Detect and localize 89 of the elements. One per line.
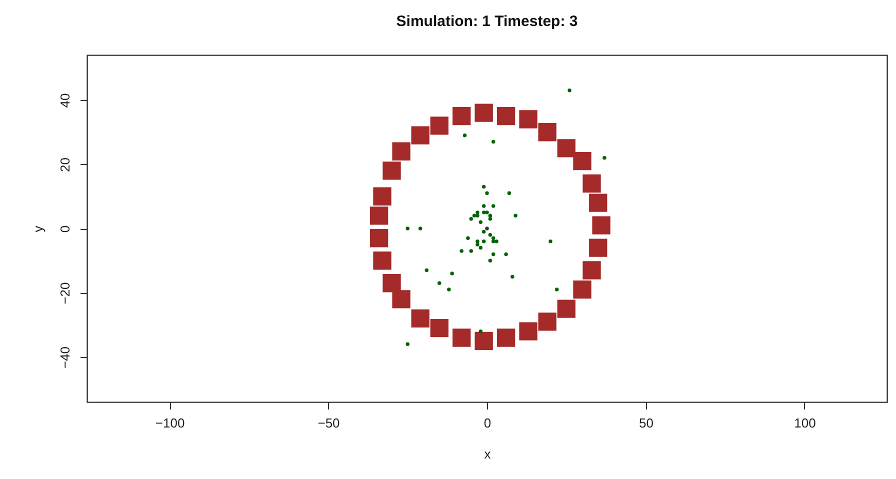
- point: [466, 236, 470, 240]
- point: [411, 309, 430, 328]
- point: [491, 252, 496, 256]
- point: [482, 184, 486, 189]
- point: [452, 328, 471, 347]
- point: [373, 187, 392, 206]
- point: [488, 258, 492, 262]
- point: [430, 116, 448, 135]
- point: [538, 123, 556, 142]
- point: [476, 239, 480, 244]
- y-tick-label: −40: [58, 346, 72, 369]
- point: [452, 106, 471, 126]
- point: [472, 214, 476, 218]
- point: [460, 249, 464, 253]
- point: [478, 329, 483, 334]
- point: [482, 230, 486, 234]
- point: [392, 142, 410, 160]
- point: [554, 288, 559, 292]
- point: [488, 233, 492, 237]
- point: [557, 300, 576, 318]
- point: [478, 246, 483, 250]
- point: [469, 216, 473, 221]
- x-tick-label: −100: [155, 416, 185, 430]
- x-axis-title: x: [484, 446, 492, 462]
- point: [582, 174, 601, 193]
- point: [392, 290, 410, 308]
- point: [476, 214, 480, 218]
- point: [474, 104, 493, 122]
- point: [582, 261, 601, 280]
- point: [496, 328, 516, 347]
- x-tick-label: −50: [318, 416, 340, 430]
- point: [491, 236, 496, 240]
- point: [482, 239, 486, 244]
- point: [485, 191, 489, 196]
- point: [476, 210, 480, 214]
- point: [482, 210, 486, 214]
- point: [469, 249, 473, 253]
- point: [510, 274, 514, 279]
- point: [573, 152, 592, 170]
- point: [373, 252, 392, 270]
- point: [496, 106, 516, 126]
- y-tick-label: 0: [58, 225, 72, 233]
- point: [382, 162, 401, 180]
- point: [482, 204, 486, 208]
- point: [538, 312, 556, 331]
- chart-title: Simulation: 1 Timestep: 3: [396, 13, 578, 30]
- point: [491, 239, 496, 244]
- point: [507, 191, 512, 196]
- point: [519, 110, 538, 128]
- y-axis-title: y: [30, 225, 46, 232]
- point: [491, 204, 496, 208]
- point: [370, 206, 388, 225]
- point: [370, 229, 388, 248]
- point: [474, 332, 493, 350]
- point: [476, 242, 480, 246]
- point: [514, 214, 518, 218]
- point: [573, 280, 592, 299]
- point: [568, 88, 572, 92]
- point: [548, 239, 552, 244]
- y-tick-label: 40: [58, 93, 72, 108]
- point: [430, 319, 448, 338]
- y-tick-label: 20: [58, 158, 72, 172]
- point: [494, 239, 498, 244]
- x-tick-label: 0: [484, 416, 492, 430]
- point: [406, 226, 410, 230]
- x-tick-label: 50: [638, 416, 654, 430]
- point: [382, 274, 401, 292]
- x-tick-label: 100: [794, 416, 816, 430]
- point: [485, 210, 489, 214]
- point: [557, 139, 576, 158]
- point: [488, 216, 492, 221]
- point: [447, 288, 451, 292]
- point: [438, 281, 442, 285]
- point: [491, 140, 496, 144]
- point: [424, 268, 429, 272]
- point: [592, 216, 610, 234]
- point: [478, 220, 483, 224]
- y-tick-label: −20: [58, 282, 72, 304]
- point: [602, 156, 606, 160]
- point: [589, 238, 608, 257]
- point: [450, 272, 454, 276]
- point: [418, 226, 422, 230]
- point: [504, 252, 508, 256]
- point: [589, 194, 608, 212]
- point: [406, 342, 410, 346]
- point: [462, 133, 467, 138]
- point: [485, 226, 489, 230]
- point: [411, 126, 430, 144]
- point: [519, 322, 538, 340]
